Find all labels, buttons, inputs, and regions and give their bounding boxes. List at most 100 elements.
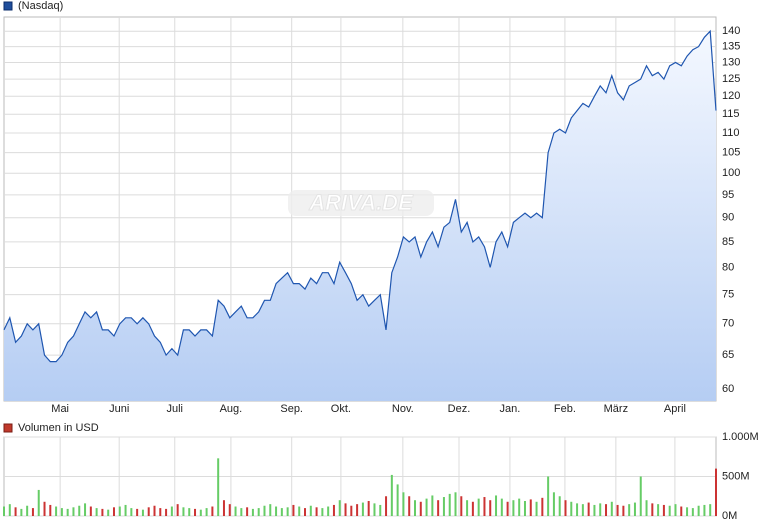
volume-bar [280,508,283,516]
volume-bar [651,503,654,516]
volume-bar [483,497,486,516]
volume-bar [327,506,330,516]
volume-bar [205,508,208,516]
x-tick-label: April [664,403,686,415]
volume-bar [437,500,440,516]
volume-bar [697,505,700,516]
volume-bar [130,508,133,516]
volume-bar [599,503,602,516]
y-tick-label: 0M [722,510,737,522]
x-tick-label: Dez. [448,403,471,415]
y-tick-label: 95 [722,189,734,201]
x-tick-label: Sep. [280,403,303,415]
volume-bar [49,504,52,516]
volume-bar [628,504,631,516]
price-line [3,29,717,363]
volume-bar [466,500,469,516]
volume-bar [564,500,567,516]
volume-bar [605,504,608,516]
volume-bar [350,505,353,516]
volume-bar [136,508,139,516]
volume-bar [703,504,706,516]
volume-bar [419,501,422,516]
y-tick-label: 120 [722,90,740,102]
volume-bar [153,505,156,516]
volume-bar [645,500,648,516]
legend-label: (Nasdaq) [18,0,63,12]
volume-bar [20,508,23,516]
x-tick-label: Aug. [220,403,243,415]
volume-bar [3,506,5,516]
volume-bar [367,500,370,516]
volume-bar [396,484,399,516]
volume-bar [89,506,92,516]
y-tick-label: 130 [722,56,740,68]
legend-label: Volumen in USD [18,422,99,434]
volume-bar [228,504,231,516]
volume-bar [43,501,46,516]
y-tick-label: 90 [722,212,734,224]
y-tick-label: 115 [722,108,740,120]
y-tick-label: 65 [722,349,734,361]
volume-bar [610,501,613,516]
volume-bar [500,498,503,516]
volume-bar [251,508,254,516]
volume-bar [662,504,665,516]
volume-bar [390,474,393,516]
volume-bar [141,509,144,516]
x-tick-label: Nov. [392,403,414,415]
watermark-box [288,190,434,216]
x-tick-label: März [604,403,628,415]
volume-bar [639,476,642,516]
x-tick-label: Mai [51,403,69,415]
volume-bar [535,501,538,516]
volume-bar [286,507,289,516]
volume-bar [408,496,411,516]
volume-bar [309,505,312,516]
volume-bar [460,496,463,516]
volume-bar [379,504,382,516]
volume-bar [361,502,364,516]
volume-bar [14,507,17,516]
y-tick-label: 75 [722,289,734,301]
volume-bar [107,509,110,516]
volume-bar [176,504,179,516]
y-tick-label: 70 [722,318,734,330]
volume-bar [321,508,324,516]
volume-bar [26,505,29,516]
volume-bar [124,504,127,516]
volume-bar [263,505,266,516]
volume-bar [529,499,532,516]
y-tick-label: 110 [722,127,740,139]
x-tick-label: Jan. [500,403,521,415]
volume-bar [686,507,689,516]
volume-bar [222,500,225,516]
y-tick-label: 500M [722,470,750,482]
volume-bar [715,468,717,516]
volume-bar [55,506,58,516]
volume-bar [84,503,87,516]
volume-bar [668,505,671,516]
volume-bar [425,498,428,516]
volume-bar [495,495,498,516]
y-tick-label: 60 [722,383,734,395]
x-tick-label: Juli [167,403,184,415]
x-tick-label: Juni [109,403,129,415]
volume-bar [506,501,509,516]
volume-bar [576,503,579,516]
volume-bar [338,500,341,516]
legend-swatch [3,1,13,11]
volume-bar [512,500,515,516]
volume-bar [118,506,121,516]
volume-bar [188,508,191,516]
volume-bar [581,504,584,516]
volume-bar [541,497,544,516]
volume-bar [165,508,168,516]
volume-bar [269,504,272,516]
volume-bar [182,507,185,516]
volume-bar [95,508,98,516]
volume-bar [373,503,376,516]
volume-bar [31,508,34,516]
volume-bar [199,509,202,516]
